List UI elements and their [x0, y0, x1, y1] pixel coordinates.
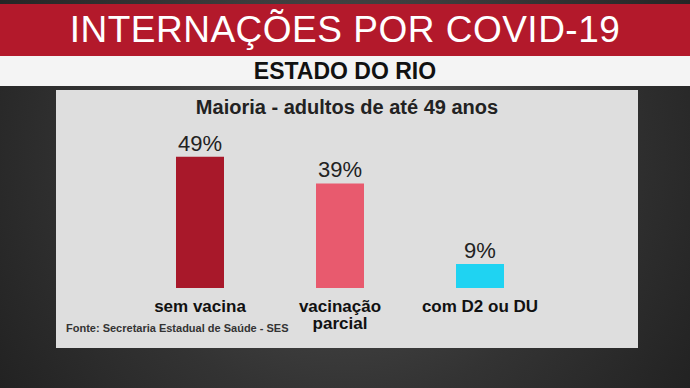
html-text:ESTADO DO RIO: ESTADO DO RIO	[253, 58, 437, 84]
html-text:Fonte: Secretaria Estadual de: Fonte: Secretaria Estadual de Saúde - SE…	[66, 322, 289, 334]
svg-text:vacinaçãoparcial: vacinaçãoparcial	[299, 297, 381, 333]
svg-text:sem vacina: sem vacina	[154, 297, 246, 316]
svg-text:9%: 9%	[464, 238, 496, 263]
svg-text:39%: 39%	[318, 157, 362, 182]
svg-text:com D2 ou DU: com D2 ou DU	[422, 297, 538, 316]
svg-text:49%: 49%	[178, 131, 222, 156]
html-text:INTERNAÇÕES POR COVID-19: INTERNAÇÕES POR COVID-19	[69, 9, 621, 50]
html-text:Maioria - adultos de até 49 an: Maioria - adultos de até 49 anos	[195, 96, 499, 118]
